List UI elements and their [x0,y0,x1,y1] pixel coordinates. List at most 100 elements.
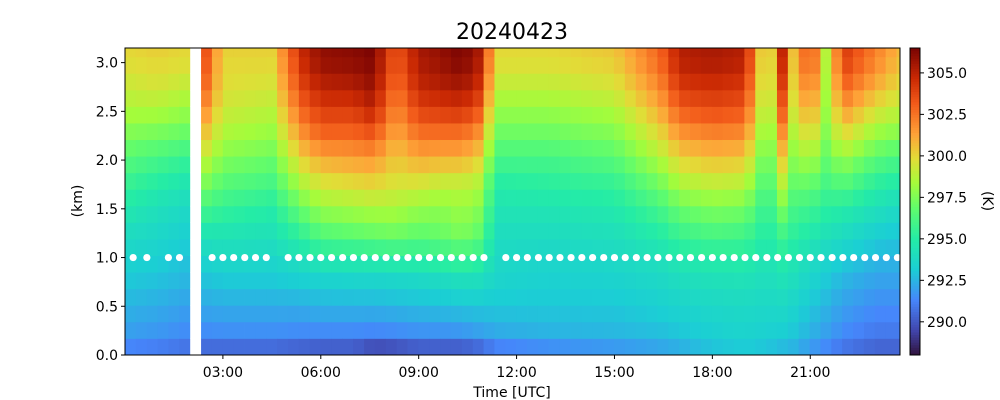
colorbar-segment [910,247,920,251]
heatmap-cell [407,338,419,356]
overlay-point [850,253,858,262]
heatmap-cell [364,172,376,190]
heatmap-cell [711,156,724,174]
heatmap-cell [787,288,800,306]
heatmap-cell [733,139,745,157]
heatmap-cell [896,89,901,107]
heatmap-cell [766,288,778,306]
heatmap-cell [179,106,191,124]
heatmap-cell [700,56,713,74]
heatmap-cell [374,89,387,107]
heatmap-cell [733,56,745,74]
heatmap-cell [494,48,506,58]
heatmap-cell [711,139,724,157]
heatmap-cell [809,189,821,207]
heatmap-cell [418,106,430,124]
heatmap-cell [331,255,343,273]
heatmap-cell [820,205,832,223]
heatmap-cell [385,239,398,256]
heatmap-cell [201,272,213,290]
heatmap-cell [527,305,539,323]
heatmap-cell [353,255,365,273]
heatmap-cell [266,89,278,107]
x-tick-label: 12:00 [496,365,536,381]
colorbar-segment [910,152,920,156]
heatmap-cell [190,205,202,223]
heatmap-cell [483,321,495,339]
heatmap-cell [635,172,647,190]
heatmap-cell [255,321,267,339]
heatmap-cell [831,321,843,339]
colorbar-segment [910,278,920,282]
heatmap-cell [353,56,365,74]
heatmap-cell [776,123,789,141]
heatmap-cell [135,123,148,141]
heatmap-cell [201,56,213,74]
heatmap-cell [342,321,354,339]
heatmap-cell [646,89,658,107]
colorbar-segment [910,101,920,105]
heatmap-cell [657,106,669,124]
heatmap-cell [146,139,158,157]
heatmap-cell [831,288,843,306]
heatmap-cell [559,139,571,157]
heatmap-cell [298,106,311,124]
heatmap-cell [320,222,332,240]
heatmap-cell [863,338,876,356]
y-tick-label: 0.5 [96,299,118,315]
colorbar-segment [910,237,920,241]
heatmap-cell [733,73,745,91]
heatmap-cell [537,172,550,190]
heatmap-cell [168,205,180,223]
heatmap-cell [885,172,897,190]
heatmap-cell [201,48,213,58]
heatmap-cell [798,123,810,141]
heatmap-cell [483,288,495,306]
overlay-point [774,253,782,262]
heatmap-cell [483,172,495,190]
overlay-point [349,253,358,262]
heatmap-cell [418,321,430,339]
heatmap-cell [755,106,767,124]
heatmap-cell [483,189,495,207]
heatmap-cell [885,321,897,339]
heatmap-cell [353,272,365,290]
heatmap-cell [798,172,810,190]
heatmap-cell [874,239,887,256]
overlay-point [708,253,716,262]
heatmap-cell [668,222,680,240]
heatmap-cell [364,288,376,306]
colorbar-segment [910,291,920,295]
heatmap-cell [201,189,213,207]
heatmap-cell [668,56,680,74]
heatmap-cell [668,48,680,58]
heatmap-cell [146,305,158,323]
heatmap-cell [483,239,495,256]
colorbar-segment [910,201,920,205]
heatmap-cell [831,255,843,273]
heatmap-cell [820,239,832,256]
heatmap-cell [483,89,495,107]
heatmap-cell [440,205,452,223]
heatmap-cell [809,222,821,240]
overlay-point [382,253,390,262]
heatmap-cell [201,139,213,157]
heatmap-cell [733,288,745,306]
heatmap-cell [287,48,300,58]
heatmap-cell [190,189,202,207]
heatmap-cell [711,205,724,223]
heatmap-cell [668,288,680,306]
heatmap-cell [233,255,245,273]
heatmap-cell [766,89,778,107]
heatmap-cell [853,205,865,223]
heatmap-cell [592,272,604,290]
heatmap-cell [353,189,365,207]
overlay-point [730,253,738,262]
heatmap-cell [255,139,267,157]
colorbar-tick-label: 305.0 [927,66,967,82]
heatmap-cell [537,321,550,339]
heatmap-cell [863,106,876,124]
heatmap-cell [233,139,245,157]
heatmap-cell [244,222,256,240]
overlay-point [436,253,445,262]
